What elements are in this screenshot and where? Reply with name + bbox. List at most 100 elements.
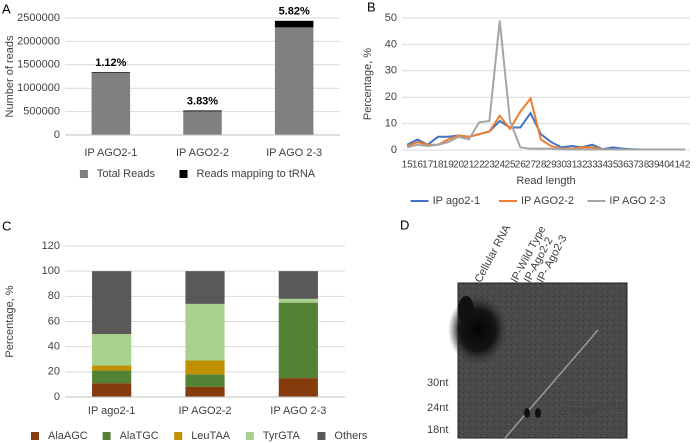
x-tick-label: 30 xyxy=(556,160,568,171)
x-tick-label: 35 xyxy=(607,160,619,171)
y-tick-label: 2500000 xyxy=(17,12,60,24)
y-tick-label: 20 xyxy=(48,366,60,378)
panel-letter: B xyxy=(367,0,376,14)
x-tick-label: 38 xyxy=(638,160,650,171)
bar-segment xyxy=(91,72,131,73)
bar-segment xyxy=(274,20,314,28)
y-tick-label: 10 xyxy=(385,118,397,130)
legend-label: TyrGTA xyxy=(263,430,301,442)
x-axis-title: Read length xyxy=(516,175,575,187)
legend-swatch xyxy=(31,432,39,440)
series-line xyxy=(406,111,685,151)
x-tick-label: 37 xyxy=(628,160,640,171)
bar-segment xyxy=(185,374,225,387)
y-tick-label: 40 xyxy=(48,341,60,353)
x-tick-label: IP AGO2-2 xyxy=(176,147,229,159)
bar-segment xyxy=(185,271,225,304)
legend-swatch xyxy=(245,432,254,440)
legend-label: Total Reads xyxy=(97,168,156,180)
legend-label: IP AGO 2-3 xyxy=(609,195,665,207)
x-tick-label: IP AGO2-2 xyxy=(179,405,232,417)
panel-letter: D xyxy=(400,217,409,232)
x-tick-label: 26 xyxy=(515,160,527,171)
bar-segment xyxy=(278,271,318,299)
y-tick-label: 120 xyxy=(42,240,60,252)
x-tick-label: 16 xyxy=(412,160,424,171)
x-tick-label: 33 xyxy=(587,160,599,171)
legend-label: IP ago2-1 xyxy=(433,195,481,207)
bar-annotation: 3.83% xyxy=(187,95,218,107)
size-marker: 18nt xyxy=(427,424,448,436)
y-tick-label: 2000000 xyxy=(17,35,60,47)
y-axis-title: Percentage, % xyxy=(4,285,16,357)
legend-swatch xyxy=(102,432,111,440)
bar-segment xyxy=(92,383,132,397)
size-marker: 24nt xyxy=(427,402,448,414)
band-label: 5`tRNA xyxy=(560,406,597,418)
bar-annotation: 1.12% xyxy=(95,57,126,69)
x-tick-label: 34 xyxy=(597,160,609,171)
y-tick-label: 0 xyxy=(54,391,60,403)
bar-segment xyxy=(92,334,132,366)
series-line xyxy=(406,20,685,151)
x-tick-label: 23 xyxy=(484,160,496,171)
bar-segment xyxy=(185,360,225,375)
x-tick-label: 41 xyxy=(669,160,681,171)
x-tick-label: 17 xyxy=(422,160,434,171)
x-tick-label: 19 xyxy=(443,160,455,171)
legend-swatch xyxy=(179,170,188,178)
band-superscript: Thr_TGT xyxy=(593,402,626,411)
x-tick-label: 28 xyxy=(535,160,547,171)
bar-segment xyxy=(278,298,318,303)
x-tick-label: 29 xyxy=(546,160,558,171)
legend-label: AlaTGC xyxy=(120,430,159,442)
x-tick-label: 27 xyxy=(525,160,537,171)
x-tick-label: 22 xyxy=(474,160,486,171)
y-tick-label: 20 xyxy=(385,91,397,103)
gel-image xyxy=(448,282,628,439)
y-tick-label: 100 xyxy=(42,265,60,277)
panel-letter: A xyxy=(2,1,11,16)
bar-segment xyxy=(91,72,131,135)
bar-segment xyxy=(92,370,132,384)
bar-segment xyxy=(183,111,222,135)
y-tick-label: 60 xyxy=(48,315,60,327)
legend-swatch xyxy=(317,432,326,440)
x-tick-label: 20 xyxy=(453,160,465,171)
x-tick-label: 15 xyxy=(402,160,414,171)
lane-label: Cellular RNA xyxy=(473,222,514,284)
size-marker: 30nt xyxy=(427,377,448,389)
legend-label: Others xyxy=(334,430,368,442)
x-tick-label: IP ago2-1 xyxy=(88,405,136,417)
y-tick-label: 0 xyxy=(391,144,397,156)
panel-letter: C xyxy=(2,218,11,233)
x-tick-label: 42 xyxy=(679,160,691,171)
y-tick-label: 0 xyxy=(54,129,60,141)
y-tick-label: 500000 xyxy=(23,106,60,118)
legend-label: Reads mapping to tRNA xyxy=(197,168,316,180)
y-tick-label: 50 xyxy=(385,12,397,24)
bar-segment xyxy=(185,303,225,361)
x-tick-label: 18 xyxy=(432,160,444,171)
x-tick-label: IP AGO 2-3 xyxy=(270,405,326,417)
legend-label: IP AGO2-2 xyxy=(521,195,574,207)
y-tick-label: 30 xyxy=(385,65,397,77)
x-tick-label: 21 xyxy=(463,160,475,171)
x-tick-label: 24 xyxy=(494,160,506,171)
y-axis-title: Number of reads xyxy=(4,35,16,117)
x-tick-label: 40 xyxy=(659,160,671,171)
x-tick-label: IP AGO2-1 xyxy=(84,147,137,159)
x-tick-label: 36 xyxy=(618,160,630,171)
bar-segment xyxy=(274,27,314,135)
bar-segment xyxy=(92,271,132,335)
y-tick-label: 1500000 xyxy=(17,59,60,71)
bar-segment xyxy=(278,302,318,379)
bar-segment xyxy=(185,386,225,397)
legend-label: AlaAGC xyxy=(48,430,88,442)
bar-segment xyxy=(278,378,318,397)
legend-swatch xyxy=(79,170,88,178)
x-tick-label: 39 xyxy=(648,160,660,171)
x-tick-label: IP AGO 2-3 xyxy=(266,147,322,159)
legend-swatch xyxy=(174,432,183,440)
